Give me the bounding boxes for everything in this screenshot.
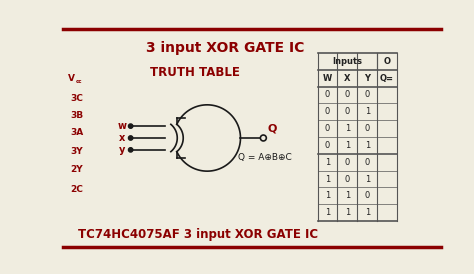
Text: 1: 1 [345, 192, 350, 200]
Text: 1: 1 [325, 158, 330, 167]
Text: y: y [118, 145, 125, 155]
Text: 0: 0 [325, 124, 330, 133]
Text: 1: 1 [365, 141, 370, 150]
Text: Y: Y [364, 74, 370, 82]
Text: 2C: 2C [71, 185, 83, 194]
Text: 1: 1 [325, 175, 330, 184]
Text: 0: 0 [325, 141, 330, 150]
Text: 3Y: 3Y [71, 147, 83, 156]
Text: X: X [344, 74, 351, 82]
Text: 1: 1 [345, 141, 350, 150]
Text: 0: 0 [365, 90, 370, 99]
Text: 1: 1 [365, 107, 370, 116]
Circle shape [128, 124, 133, 128]
Text: 0: 0 [345, 107, 350, 116]
Text: O: O [383, 57, 391, 66]
Text: 3 input XOR GATE IC: 3 input XOR GATE IC [146, 41, 304, 55]
Text: 1: 1 [325, 192, 330, 200]
Text: 0: 0 [345, 90, 350, 99]
Text: Q: Q [268, 123, 277, 133]
Circle shape [128, 136, 133, 140]
Text: Q=: Q= [380, 74, 394, 82]
Text: Q = A⊕B⊕C: Q = A⊕B⊕C [238, 153, 292, 162]
Text: 0: 0 [325, 107, 330, 116]
Text: 2Y: 2Y [71, 165, 83, 174]
Text: TRUTH TABLE: TRUTH TABLE [150, 66, 240, 79]
Text: 0: 0 [325, 90, 330, 99]
Text: 3B: 3B [70, 111, 83, 120]
Text: cc: cc [76, 79, 82, 84]
Circle shape [128, 148, 133, 152]
Text: 1: 1 [365, 175, 370, 184]
Text: 1: 1 [325, 208, 330, 217]
Text: W: W [323, 74, 332, 82]
Text: 3A: 3A [70, 128, 83, 136]
Text: 1: 1 [345, 124, 350, 133]
Text: Inputs: Inputs [332, 57, 362, 66]
Text: TC74HC4075AF 3 input XOR GATE IC: TC74HC4075AF 3 input XOR GATE IC [78, 227, 319, 241]
Text: x: x [118, 133, 125, 143]
Text: 0: 0 [365, 158, 370, 167]
Text: 0: 0 [365, 124, 370, 133]
Text: 0: 0 [345, 175, 350, 184]
Text: 0: 0 [365, 192, 370, 200]
Text: 0: 0 [345, 158, 350, 167]
Text: 1: 1 [365, 208, 370, 217]
Text: 1: 1 [345, 208, 350, 217]
Text: w: w [117, 121, 126, 131]
Text: V: V [68, 74, 75, 83]
Text: 3C: 3C [71, 94, 83, 103]
